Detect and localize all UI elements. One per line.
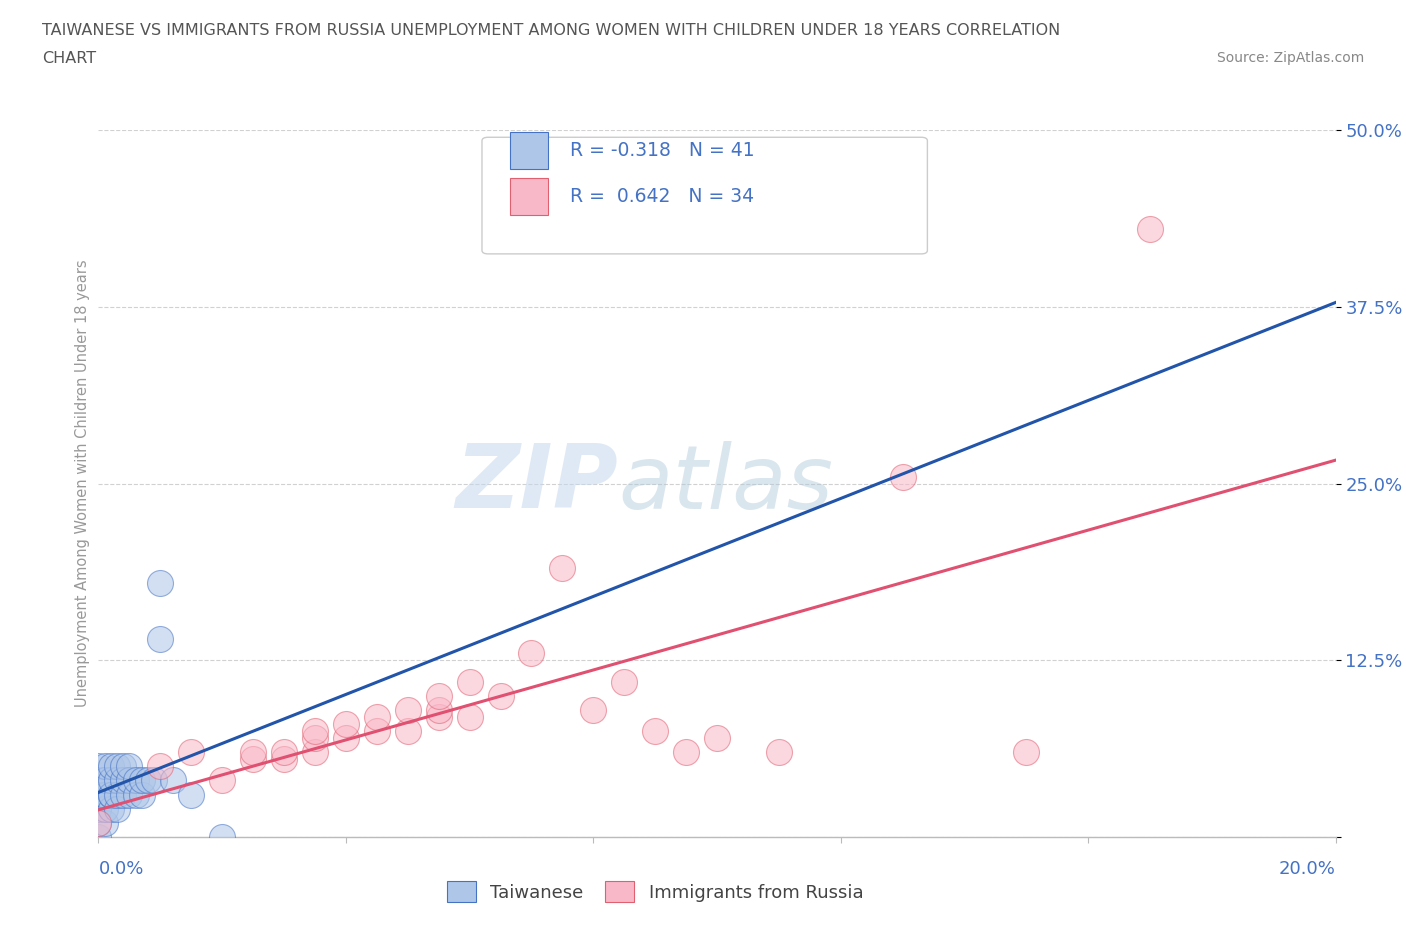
Point: [93, 787, 115, 802]
Point: [273, 745, 295, 760]
Point: [118, 787, 141, 802]
Point: [87, 830, 110, 844]
Point: [427, 688, 450, 703]
Point: [180, 745, 202, 760]
Point: [87, 759, 110, 774]
Text: CHART: CHART: [42, 51, 96, 66]
Point: [162, 773, 184, 788]
Point: [366, 724, 388, 738]
Point: [93, 802, 115, 817]
Point: [131, 787, 153, 802]
Point: [427, 710, 450, 724]
Point: [180, 787, 202, 802]
Point: [242, 745, 264, 760]
Point: [396, 724, 419, 738]
Point: [100, 759, 122, 774]
Point: [93, 816, 115, 830]
Point: [87, 816, 110, 830]
Bar: [510, 179, 547, 215]
Point: [112, 759, 135, 774]
Legend: Taiwanese, Immigrants from Russia: Taiwanese, Immigrants from Russia: [440, 874, 870, 910]
Point: [93, 787, 115, 802]
Point: [100, 787, 122, 802]
Point: [582, 702, 605, 717]
Point: [149, 575, 172, 590]
FancyBboxPatch shape: [482, 138, 928, 254]
Point: [100, 773, 122, 788]
Point: [87, 802, 110, 817]
Point: [87, 773, 110, 788]
Point: [335, 716, 357, 731]
Point: [1139, 221, 1161, 236]
Point: [105, 773, 128, 788]
Point: [118, 759, 141, 774]
Point: [143, 773, 166, 788]
Point: [304, 724, 326, 738]
Point: [105, 759, 128, 774]
Point: [396, 702, 419, 717]
Point: [366, 710, 388, 724]
Point: [1015, 745, 1038, 760]
Text: R = -0.318   N = 41: R = -0.318 N = 41: [569, 141, 755, 160]
Point: [304, 745, 326, 760]
Point: [100, 787, 122, 802]
Point: [273, 751, 295, 766]
Text: atlas: atlas: [619, 441, 832, 526]
Point: [124, 773, 146, 788]
Point: [105, 802, 128, 817]
Text: R =  0.642   N = 34: R = 0.642 N = 34: [569, 187, 754, 206]
Point: [768, 745, 790, 760]
Point: [675, 745, 697, 760]
Point: [149, 759, 172, 774]
Point: [242, 751, 264, 766]
Text: Source: ZipAtlas.com: Source: ZipAtlas.com: [1216, 51, 1364, 65]
Point: [93, 773, 115, 788]
Point: [706, 731, 728, 746]
Point: [891, 469, 914, 484]
Point: [131, 773, 153, 788]
Text: 20.0%: 20.0%: [1279, 860, 1336, 878]
Point: [551, 561, 574, 576]
Point: [118, 773, 141, 788]
Point: [100, 802, 122, 817]
Text: TAIWANESE VS IMMIGRANTS FROM RUSSIA UNEMPLOYMENT AMONG WOMEN WITH CHILDREN UNDER: TAIWANESE VS IMMIGRANTS FROM RUSSIA UNEM…: [42, 23, 1060, 38]
Point: [211, 830, 233, 844]
Point: [458, 710, 481, 724]
Text: 0.0%: 0.0%: [98, 860, 143, 878]
Point: [87, 816, 110, 830]
Point: [124, 787, 146, 802]
Point: [93, 773, 115, 788]
Point: [304, 731, 326, 746]
Point: [149, 631, 172, 646]
Point: [458, 674, 481, 689]
Point: [427, 702, 450, 717]
Text: ZIP: ZIP: [456, 440, 619, 527]
Point: [520, 645, 543, 660]
Point: [136, 773, 159, 788]
Point: [112, 773, 135, 788]
Point: [211, 773, 233, 788]
Point: [93, 759, 115, 774]
Point: [335, 731, 357, 746]
Point: [489, 688, 512, 703]
Point: [105, 787, 128, 802]
Point: [613, 674, 636, 689]
Point: [87, 802, 110, 817]
Point: [87, 787, 110, 802]
Y-axis label: Unemployment Among Women with Children Under 18 years: Unemployment Among Women with Children U…: [75, 259, 90, 708]
Point: [112, 787, 135, 802]
Point: [87, 787, 110, 802]
Point: [644, 724, 666, 738]
Bar: [510, 132, 547, 169]
